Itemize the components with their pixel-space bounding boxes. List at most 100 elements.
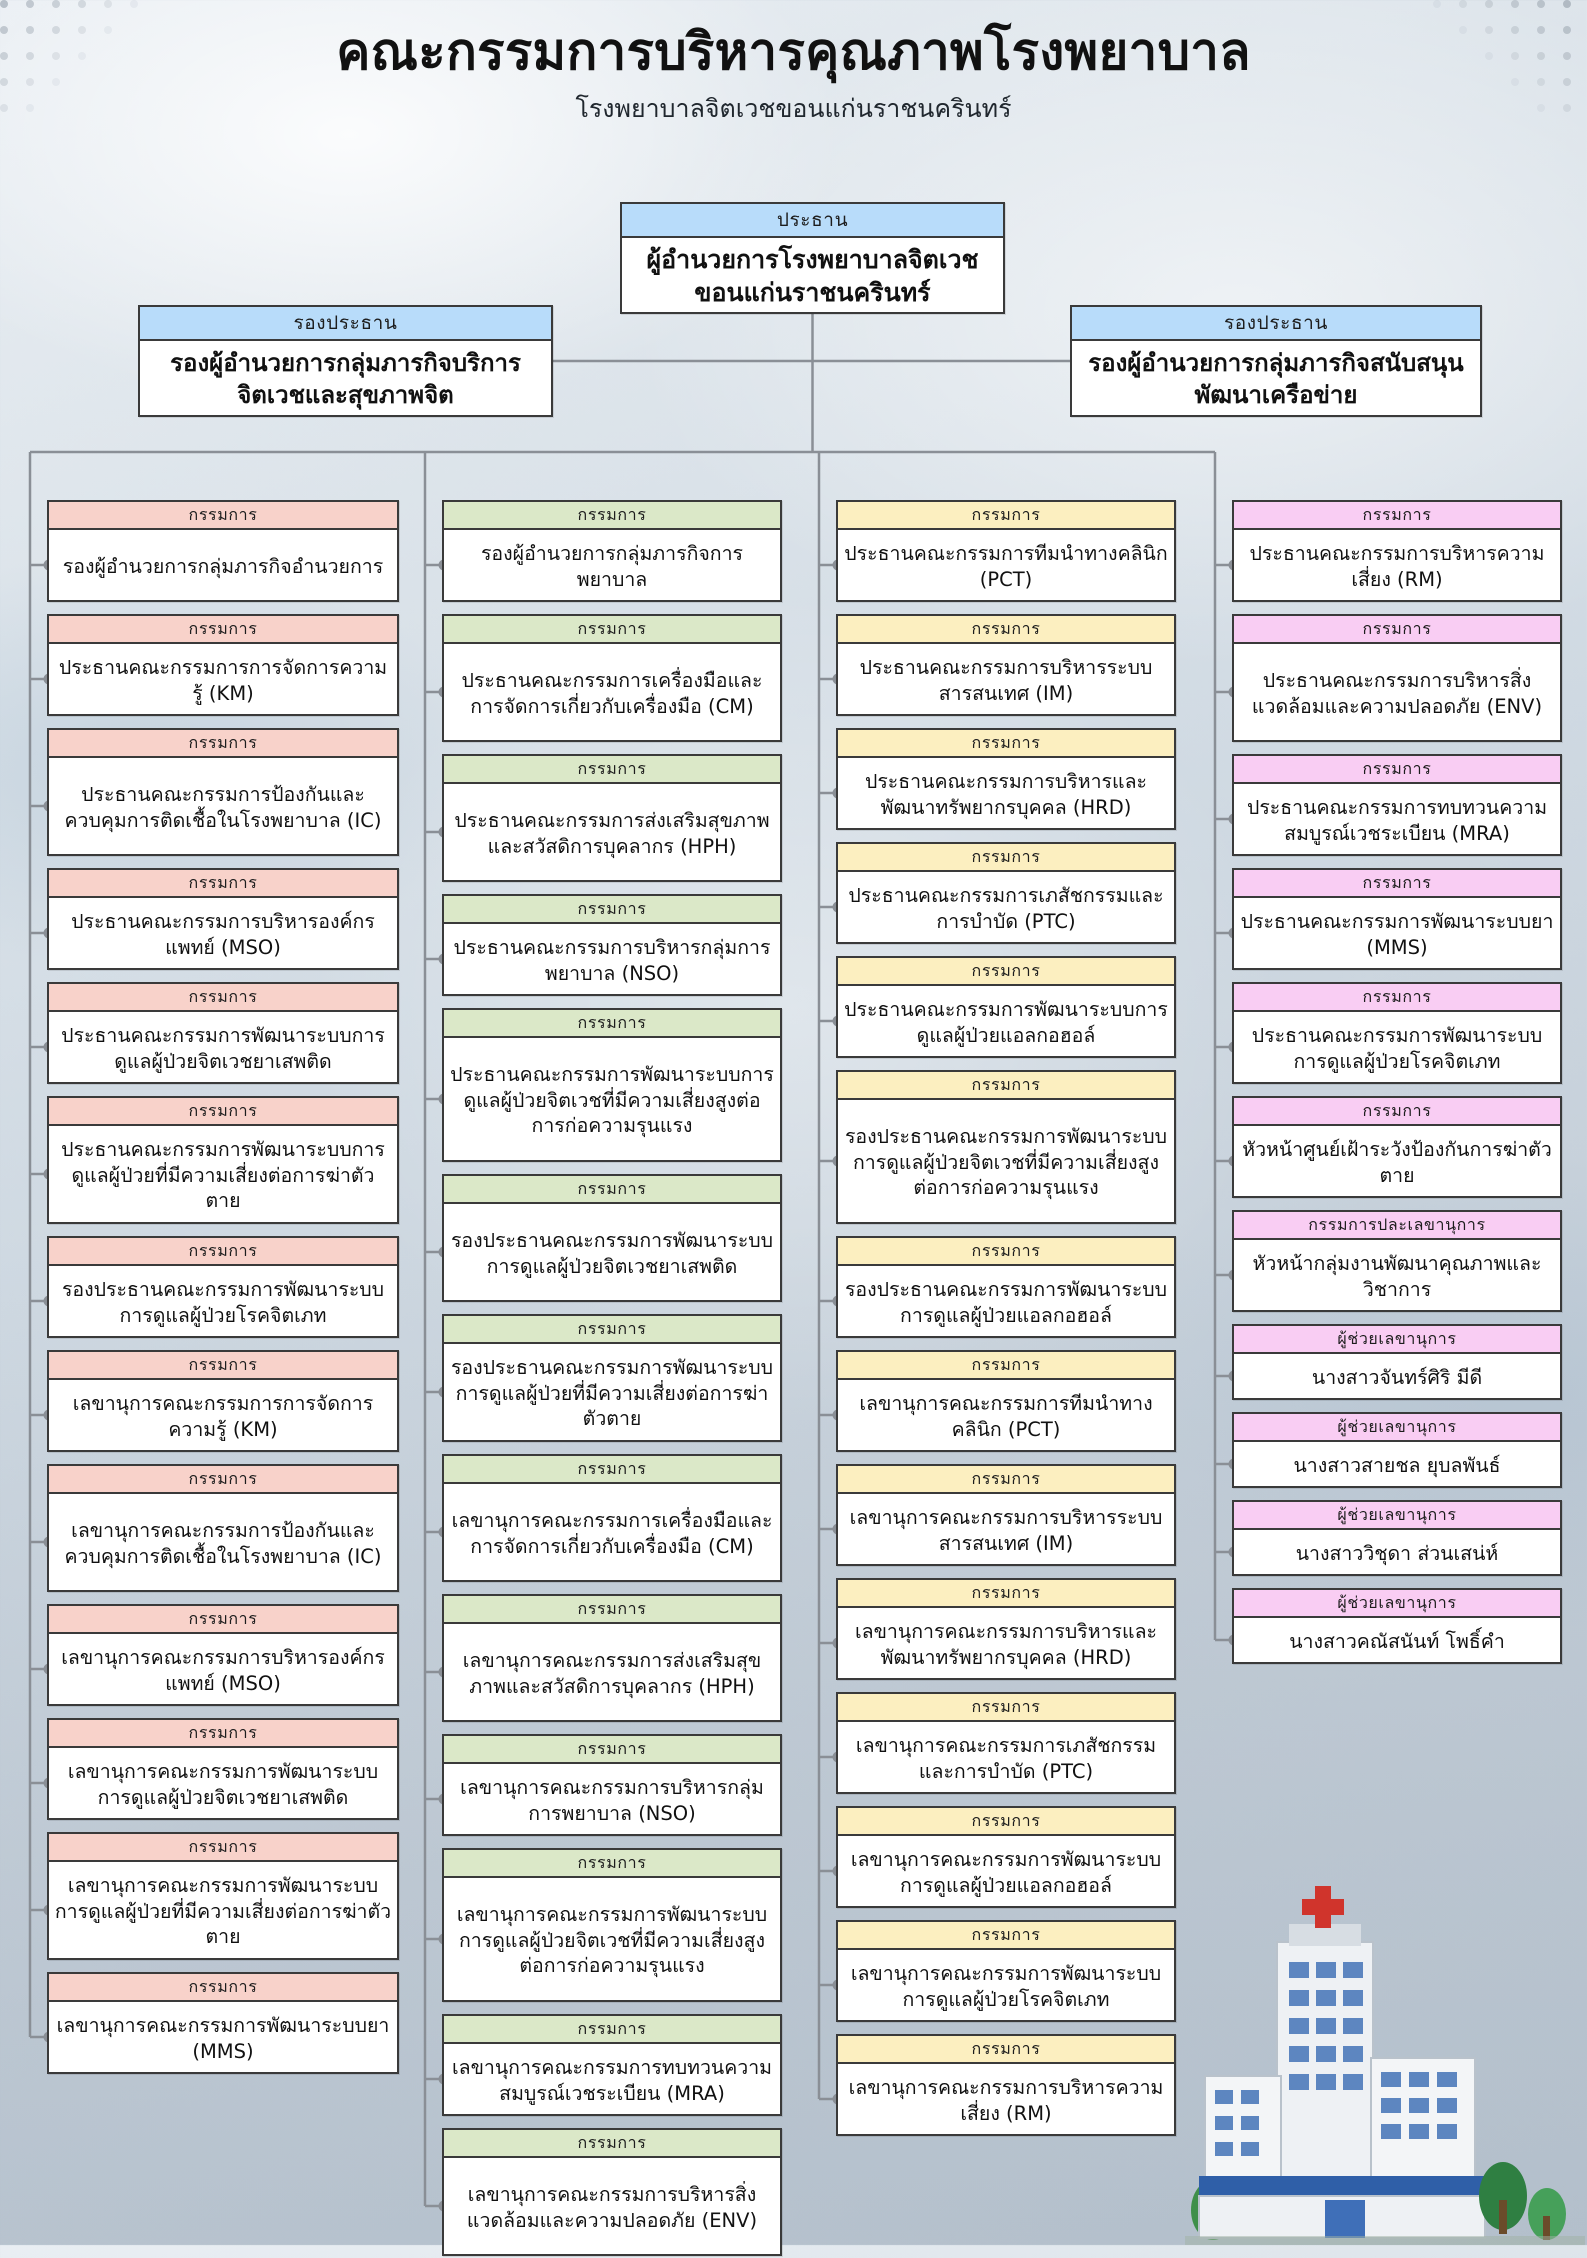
org-node-col2-1[interactable]: กรรมการประธานคณะกรรมการเครื่องมือและการจ… (442, 614, 782, 742)
org-node-name: เลขานุการคณะกรรมการบริหารระบบสารสนเทศ (I… (849, 1506, 1163, 1555)
org-node-col4-0[interactable]: กรรมการ ประธานคณะกรรมการบริหารความเสี่ยง … (1232, 500, 1562, 602)
org-node-role-caption: กรรมการ (1234, 616, 1560, 644)
org-node-col4-5[interactable]: กรรมการ หัวหน้าศูนย์เฝ้าระวังป้องกันการฆ่… (1232, 1096, 1562, 1198)
org-node-name: ผู้อำนวยการโรงพยาบาลจิตเวชขอนแก่นราชนคริ… (646, 245, 979, 307)
org-node-col1-3[interactable]: กรรมการ ประธานคณะกรรมการบริหารองค์กรแพทย์… (47, 868, 399, 970)
org-node-role-caption: กรรมการ (838, 844, 1174, 872)
org-node-col2-9[interactable]: กรรมการ เลขานุการคณะกรรมการบริหารกลุ่มการ… (442, 1734, 782, 1836)
org-node-col2-8[interactable]: กรรมการ เลขานุการคณะกรรมการส่งเสริมสุขภาพ… (442, 1594, 782, 1722)
org-node-name: เลขานุการคณะกรรมการเภสัชกรรมและการบำบัด … (855, 1734, 1157, 1783)
org-node-col3-5[interactable]: กรรมการ รองประธานคณะกรรมการพัฒนาระบบการดู… (836, 1070, 1176, 1224)
vice-chair-right-node[interactable]: รองประธาน รองผู้อำนวยการกลุ่มภารกิจสนับสน… (1070, 305, 1482, 417)
org-node-name: เลขานุการคณะกรรมการส่งเสริมสุขภาพและสวัส… (462, 1649, 762, 1698)
org-node-role-caption: กรรมการ (49, 1974, 397, 2002)
org-node-col1-10[interactable]: กรรมการ เลขานุการคณะกรรมการพัฒนาระบบการดู… (47, 1718, 399, 1820)
org-node-col2-6[interactable]: กรรมการ รองประธานคณะกรรมการพัฒนาระบบการดู… (442, 1314, 782, 1442)
org-node-col2-7[interactable]: กรรมการ เลขานุการคณะกรรมการเครื่องมือและก… (442, 1454, 782, 1582)
org-node-col1-5[interactable]: กรรมการ ประธานคณะกรรมการพัฒนาระบบการดูแลผ… (47, 1096, 399, 1224)
org-node-col3-7[interactable]: กรรมการ เลขานุการคณะกรรมการทีมนำทางคลินิก… (836, 1350, 1176, 1452)
org-node-role-caption: กรรมการ (838, 502, 1174, 530)
vice-chair-left-node[interactable]: รองประธาน รองผู้อำนวยการกลุ่มภารกิจบริการ… (138, 305, 553, 417)
org-node-col3-3[interactable]: กรรมการประธานคณะกรรมการเภสัชกรรมและการบำ… (836, 842, 1176, 944)
org-node-col1-2[interactable]: กรรมการ ประธานคณะกรรมการป้องกันและควบคุมก… (47, 728, 399, 856)
org-node-col4-2[interactable]: กรรมการ ประธานคณะกรรมการทบทวนความสมบูรณ์เ… (1232, 754, 1562, 856)
org-node-col2-3[interactable]: กรรมการ ประธานคณะกรรมการบริหารกลุ่มการพยา… (442, 894, 782, 996)
org-node-role-caption: กรรมการ (444, 2016, 780, 2044)
org-node-col4-7[interactable]: ผู้ช่วยเลขานุการ นางสาวจันทร์ศิริ มีดี (1232, 1324, 1562, 1400)
org-node-col1-9[interactable]: กรรมการ เลขานุการคณะกรรมการบริหารองค์กรแพ… (47, 1604, 399, 1706)
org-node-role-caption: กรรมการ (838, 958, 1174, 986)
chair-node[interactable]: ประธาน ผู้อำนวยการโรงพยาบาลจิตเวชขอนแก่นร… (620, 202, 1005, 314)
org-node-name: ประธานคณะกรรมการบริหารความเสี่ยง (RM) (1249, 542, 1545, 591)
org-node-col3-1[interactable]: กรรมการ ประธานคณะกรรมการบริหารระบบสารสนเท… (836, 614, 1176, 716)
org-node-col3-8[interactable]: กรรมการ เลขานุการคณะกรรมการบริหารระบบสารส… (836, 1464, 1176, 1566)
org-node-col1-11[interactable]: กรรมการ เลขานุการคณะกรรมการพัฒนาระบบการดู… (47, 1832, 399, 1960)
org-node-col2-5[interactable]: กรรมการ รองประธานคณะกรรมการพัฒนาระบบการดู… (442, 1174, 782, 1302)
org-node-col2-11[interactable]: กรรมการเลขานุการคณะกรรมการทบทวนความสมบูร… (442, 2014, 782, 2116)
org-node-name: เลขานุการคณะกรรมการทีมนำทางคลินิก (PCT) (859, 1392, 1153, 1441)
org-node-role-caption: กรรมการ (444, 502, 780, 530)
org-node-name: นางสาวคณัสนันท์ โพธิ์คำ (1289, 1629, 1505, 1653)
org-node-name: ประธานคณะกรรมการป้องกันและควบคุมการติดเช… (64, 783, 382, 832)
org-node-name: เลขานุการคณะกรรมการพัฒนาระบบการดูแลผู้ป่… (850, 1848, 1162, 1897)
org-node-col3-13[interactable]: กรรมการ เลขานุการคณะกรรมการบริหารความเสี่… (836, 2034, 1176, 2136)
org-node-col3-9[interactable]: กรรมการเลขานุการคณะกรรมการบริหารและพัฒนา… (836, 1578, 1176, 1680)
org-node-col1-6[interactable]: กรรมการ รองประธานคณะกรรมการพัฒนาระบบการดู… (47, 1236, 399, 1338)
org-node-name: เลขานุการคณะกรรมการพัฒนาระบบการดูแลผู้ป่… (54, 1874, 392, 1949)
org-node-col3-2[interactable]: กรรมการ ประธานคณะกรรมการบริหารและพัฒนาทรั… (836, 728, 1176, 830)
org-node-role-caption: กรรมการ (838, 2036, 1174, 2064)
org-node-role-caption: กรรมการ (49, 1466, 397, 1494)
org-node-name: รองประธานคณะกรรมการพัฒนาระบบการดูแลผู้ป่… (844, 1125, 1168, 1200)
org-node-col1-4[interactable]: กรรมการ ประธานคณะกรรมการพัฒนาระบบการดูแลผ… (47, 982, 399, 1084)
org-node-name: เลขานุการคณะกรรมการทบทวนความสมบูรณ์เวชระ… (451, 2056, 773, 2105)
org-node-col1-7[interactable]: กรรมการ เลขานุการคณะกรรมการการจัดการความร… (47, 1350, 399, 1452)
org-node-col1-1[interactable]: กรรมการ ประธานคณะกรรมการการจัดการความรู้ … (47, 614, 399, 716)
org-node-name: ประธานคณะกรรมการส่งเสริมสุขภาพและสวัสดิก… (454, 809, 770, 858)
page-subtitle: โรงพยาบาลจิตเวชขอนแก่นราชนครินทร์ (575, 94, 1012, 124)
org-node-col2-12[interactable]: กรรมการ เลขานุการคณะกรรมการบริหารสิ่งแวดล… (442, 2128, 782, 2256)
org-node-role-caption: กรรมการ (444, 1010, 780, 1038)
org-node-col4-8[interactable]: ผู้ช่วยเลขานุการ นางสาวสายชล ยุบลพันธ์ (1232, 1412, 1562, 1488)
org-node-role-caption: กรรมการ (838, 1580, 1174, 1608)
org-node-col3-10[interactable]: กรรมการ เลขานุการคณะกรรมการเภสัชกรรมและกา… (836, 1692, 1176, 1794)
org-node-role-caption: กรรมการ (444, 1736, 780, 1764)
org-node-name: รองผู้อำนวยการกลุ่มภารกิจอำนวยการ (62, 554, 384, 578)
org-node-role-caption: รองประธาน (140, 307, 551, 341)
org-node-col3-11[interactable]: กรรมการ เลขานุการคณะกรรมการพัฒนาระบบการดู… (836, 1806, 1176, 1908)
org-node-col2-10[interactable]: กรรมการ เลขานุการคณะกรรมการพัฒนาระบบการดู… (442, 1848, 782, 2002)
org-node-name: รองประธานคณะกรรมการพัฒนาระบบการดูแลผู้ป่… (844, 1278, 1168, 1327)
org-node-col4-1[interactable]: กรรมการ ประธานคณะกรรมการบริหารสิ่งแวดล้อม… (1232, 614, 1562, 742)
org-node-name: ประธานคณะกรรมการเครื่องมือและการจัดการเก… (461, 669, 763, 718)
org-node-role-caption: กรรมการ (49, 1238, 397, 1266)
org-node-name: รองผู้อำนวยการกลุ่มภารกิจสนับสนุนพัฒนาเค… (1088, 349, 1464, 409)
org-node-role-caption: กรรมการ (838, 1238, 1174, 1266)
org-node-col4-10[interactable]: ผู้ช่วยเลขานุการ นางสาวคณัสนันท์ โพธิ์คำ (1232, 1588, 1562, 1664)
org-node-name: ประธานคณะกรรมการเภสัชกรรมและการบำบัด (PT… (848, 884, 1164, 933)
org-node-name: นางสาวสายชล ยุบลพันธ์ (1293, 1453, 1501, 1477)
org-node-col1-8[interactable]: กรรมการ เลขานุการคณะกรรมการป้องกันและควบค… (47, 1464, 399, 1592)
org-node-role-caption: กรรมการ (838, 730, 1174, 758)
org-node-col3-12[interactable]: กรรมการ เลขานุการคณะกรรมการพัฒนาระบบการดู… (836, 1920, 1176, 2022)
org-node-role-caption: กรรมการ (1234, 1098, 1560, 1126)
org-node-col3-0[interactable]: กรรมการ ประธานคณะกรรมการทีมนำทางคลินิก (P… (836, 500, 1176, 602)
org-node-col1-0[interactable]: กรรมการ รองผู้อำนวยการกลุ่มภารกิจอำนวยการ (47, 500, 399, 602)
org-node-col3-4[interactable]: กรรมการ ประธานคณะกรรมการพัฒนาระบบการดูแลผ… (836, 956, 1176, 1058)
org-node-name: ประธานคณะกรรมการพัฒนาระบบการดูแลผู้ป่วยโ… (1251, 1024, 1543, 1073)
org-node-col2-2[interactable]: กรรมการประธานคณะกรรมการส่งเสริมสุขภาพและ… (442, 754, 782, 882)
org-node-name: เลขานุการคณะกรรมการบริหารและพัฒนาทรัพยาก… (854, 1620, 1158, 1669)
org-node-role-caption: กรรมการ (444, 1850, 780, 1878)
org-node-col2-0[interactable]: กรรมการ รองผู้อำนวยการกลุ่มภารกิจการพยาบา… (442, 500, 782, 602)
org-node-name: ประธานคณะกรรมการทบทวนความสมบูรณ์เวชระเบี… (1246, 796, 1548, 845)
org-node-role-caption: กรรมการ (49, 870, 397, 898)
org-node-role-caption: กรรมการ (444, 756, 780, 784)
org-node-col2-4[interactable]: กรรมการประธานคณะกรรมการพัฒนาระบบการดูแลผ… (442, 1008, 782, 1162)
org-node-name: ประธานคณะกรรมการพัฒนาระบบการดูแลผู้ป่วยจ… (450, 1063, 774, 1138)
org-node-col4-9[interactable]: ผู้ช่วยเลขานุการ นางสาววิชุดา ส่วนเสน่ห์ (1232, 1500, 1562, 1576)
org-node-role-caption: กรรมการ (444, 616, 780, 644)
org-node-col4-3[interactable]: กรรมการ ประธานคณะกรรมการพัฒนาระบบยา (MMS) (1232, 868, 1562, 970)
org-node-col4-4[interactable]: กรรมการ ประธานคณะกรรมการพัฒนาระบบการดูแลผ… (1232, 982, 1562, 1084)
org-node-col4-6[interactable]: กรรมการปละเลขานุการ หัวหน้ากลุ่มงานพัฒนาค… (1232, 1210, 1562, 1312)
org-node-role-caption: กรรมการ (444, 1316, 780, 1344)
org-node-col3-6[interactable]: กรรมการรองประธานคณะกรรมการพัฒนาระบบการดู… (836, 1236, 1176, 1338)
org-node-col1-12[interactable]: กรรมการ เลขานุการคณะกรรมการพัฒนาระบบยา (M… (47, 1972, 399, 2074)
